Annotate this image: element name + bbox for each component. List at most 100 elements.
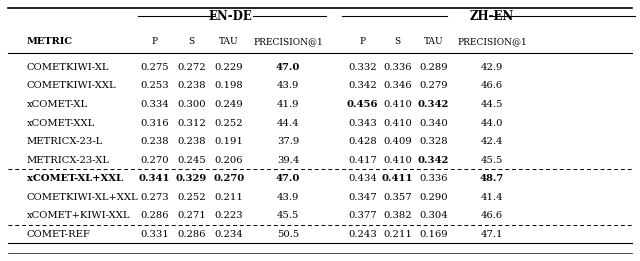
Text: 48.7: 48.7 (480, 174, 504, 183)
Text: 0.328: 0.328 (419, 137, 448, 146)
Text: 0.273: 0.273 (140, 193, 168, 202)
Text: 0.289: 0.289 (419, 63, 448, 72)
Text: 37.9: 37.9 (277, 137, 300, 146)
Text: 0.409: 0.409 (383, 137, 412, 146)
Text: 41.4: 41.4 (481, 193, 504, 202)
Text: 0.191: 0.191 (214, 137, 243, 146)
Text: xCOMET-XXL: xCOMET-XXL (27, 118, 95, 128)
Text: 0.223: 0.223 (214, 211, 243, 221)
Text: METRICX-23-L: METRICX-23-L (27, 137, 103, 146)
Text: 44.4: 44.4 (277, 118, 300, 128)
Text: ZH-EN: ZH-EN (470, 10, 514, 23)
Text: 47.1: 47.1 (481, 230, 503, 239)
Text: 0.286: 0.286 (177, 230, 205, 239)
Text: TAU: TAU (219, 37, 239, 46)
Text: 0.428: 0.428 (348, 137, 377, 146)
Text: 0.316: 0.316 (140, 118, 168, 128)
Text: xCOMET-XL: xCOMET-XL (27, 100, 88, 109)
Text: 0.411: 0.411 (382, 174, 413, 183)
Text: 0.279: 0.279 (419, 81, 448, 90)
Text: 0.252: 0.252 (214, 118, 243, 128)
Text: 0.347: 0.347 (348, 193, 377, 202)
Text: 0.253: 0.253 (140, 81, 168, 90)
Text: 0.286: 0.286 (140, 211, 168, 221)
Text: 0.270: 0.270 (140, 156, 168, 165)
Text: 0.357: 0.357 (383, 193, 412, 202)
Text: 0.245: 0.245 (177, 156, 205, 165)
Text: 0.238: 0.238 (177, 81, 205, 90)
Text: COMETKIWI-XL: COMETKIWI-XL (27, 63, 109, 72)
Text: 0.206: 0.206 (214, 156, 243, 165)
Text: S: S (395, 37, 401, 46)
Text: 0.198: 0.198 (214, 81, 243, 90)
Text: xCOMET+KIWI-XXL: xCOMET+KIWI-XXL (27, 211, 131, 221)
Text: 0.334: 0.334 (140, 100, 169, 109)
Text: 0.304: 0.304 (419, 211, 448, 221)
Text: 0.332: 0.332 (348, 63, 377, 72)
Text: 50.5: 50.5 (277, 230, 300, 239)
Text: METRICX-23-XL: METRICX-23-XL (27, 156, 110, 165)
Text: 0.211: 0.211 (383, 230, 412, 239)
Text: P: P (151, 37, 157, 46)
Text: 46.6: 46.6 (481, 81, 503, 90)
Text: 0.410: 0.410 (383, 156, 412, 165)
Text: 0.312: 0.312 (177, 118, 205, 128)
Text: 0.329: 0.329 (175, 174, 207, 183)
Text: EN-DE: EN-DE (209, 10, 253, 23)
Text: 0.211: 0.211 (214, 193, 243, 202)
Text: xCOMET-XL+XXL: xCOMET-XL+XXL (27, 174, 123, 183)
Text: 43.9: 43.9 (277, 193, 300, 202)
Text: 41.9: 41.9 (277, 100, 300, 109)
Text: 0.377: 0.377 (348, 211, 377, 221)
Text: METRIC: METRIC (27, 37, 73, 46)
Text: 0.434: 0.434 (348, 174, 377, 183)
Text: P: P (360, 37, 365, 46)
Text: 0.238: 0.238 (140, 137, 168, 146)
Text: 47.0: 47.0 (276, 174, 300, 183)
Text: 0.275: 0.275 (140, 63, 168, 72)
Text: 0.252: 0.252 (177, 193, 205, 202)
Text: 0.342: 0.342 (418, 156, 449, 165)
Text: 0.410: 0.410 (383, 118, 412, 128)
Text: 0.342: 0.342 (348, 81, 377, 90)
Text: COMETKIWI-XXL: COMETKIWI-XXL (27, 81, 116, 90)
Text: 0.169: 0.169 (419, 230, 448, 239)
Text: 0.238: 0.238 (177, 137, 205, 146)
Text: 0.229: 0.229 (214, 63, 243, 72)
Text: 0.290: 0.290 (419, 193, 448, 202)
Text: 0.234: 0.234 (214, 230, 243, 239)
Text: 0.340: 0.340 (419, 118, 448, 128)
Text: 0.336: 0.336 (383, 63, 412, 72)
Text: TAU: TAU (424, 37, 444, 46)
Text: 0.336: 0.336 (419, 174, 447, 183)
Text: 42.9: 42.9 (481, 63, 503, 72)
Text: 0.346: 0.346 (383, 81, 412, 90)
Text: 0.456: 0.456 (347, 100, 378, 109)
Text: 0.331: 0.331 (140, 230, 169, 239)
Text: 0.410: 0.410 (383, 100, 412, 109)
Text: COMET-REF: COMET-REF (27, 230, 91, 239)
Text: 44.0: 44.0 (481, 118, 503, 128)
Text: 45.5: 45.5 (481, 156, 503, 165)
Text: 46.6: 46.6 (481, 211, 503, 221)
Text: 0.343: 0.343 (348, 118, 377, 128)
Text: COMETKIWI-XL+XXL: COMETKIWI-XL+XXL (27, 193, 138, 202)
Text: 43.9: 43.9 (277, 81, 300, 90)
Text: 39.4: 39.4 (277, 156, 300, 165)
Text: PRECISION@1: PRECISION@1 (457, 37, 527, 46)
Text: 0.272: 0.272 (177, 63, 205, 72)
Text: S: S (188, 37, 195, 46)
Text: 0.342: 0.342 (418, 100, 449, 109)
Text: 42.4: 42.4 (481, 137, 503, 146)
Text: 0.270: 0.270 (213, 174, 244, 183)
Text: 0.300: 0.300 (177, 100, 205, 109)
Text: 0.341: 0.341 (139, 174, 170, 183)
Text: 44.5: 44.5 (481, 100, 503, 109)
Text: 0.417: 0.417 (348, 156, 377, 165)
Text: 0.243: 0.243 (348, 230, 377, 239)
Text: PRECISION@1: PRECISION@1 (253, 37, 323, 46)
Text: 45.5: 45.5 (277, 211, 300, 221)
Text: 0.249: 0.249 (214, 100, 243, 109)
Text: 47.0: 47.0 (276, 63, 300, 72)
Text: 0.382: 0.382 (383, 211, 412, 221)
